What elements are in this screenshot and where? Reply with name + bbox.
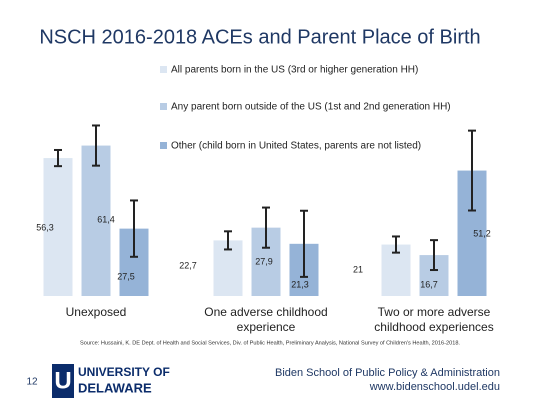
x-tick-label: One adverse childhood experience xyxy=(204,305,328,334)
logo-u: U xyxy=(54,367,71,394)
legend-label: Other (child born in United States, pare… xyxy=(171,141,421,152)
value-label: 22,7 xyxy=(179,260,197,270)
legend-swatch xyxy=(160,142,167,149)
footer-school: Biden School of Public Policy & Administ… xyxy=(275,367,500,379)
chart-title: NSCH 2016-2018 ACEs and Parent Place of … xyxy=(39,26,480,48)
bar xyxy=(43,158,73,296)
x-tick-label: Two or more adverse childhood experience… xyxy=(374,305,494,334)
value-label: 16,7 xyxy=(420,279,438,289)
value-label: 61,4 xyxy=(97,214,115,224)
source: Source: Hussaini, K. DE Dept. of Health … xyxy=(80,340,460,346)
value-label: 27,9 xyxy=(255,256,273,266)
value-label: 56,3 xyxy=(36,222,54,232)
value-label: 51,2 xyxy=(473,228,491,238)
footer-url: www.bidenschool.udel.edu xyxy=(369,381,500,393)
logo-line2: DELAWARE xyxy=(78,380,152,395)
value-label: 27,5 xyxy=(117,271,135,281)
value-label: 21 xyxy=(353,264,363,274)
page-number: 12 xyxy=(26,377,38,388)
legend-label: All parents born in the US (3rd or highe… xyxy=(171,65,418,76)
value-label: 21,3 xyxy=(291,279,309,289)
legend-label: Any parent born outside of the US (1st a… xyxy=(171,102,451,113)
logo-mark xyxy=(52,364,74,398)
legend-swatch xyxy=(160,103,167,110)
logo-line1: UNIVERSITY OF xyxy=(78,365,170,379)
legend-swatch xyxy=(160,66,167,73)
x-tick-label: Unexposed xyxy=(65,305,127,319)
bar xyxy=(81,145,111,296)
